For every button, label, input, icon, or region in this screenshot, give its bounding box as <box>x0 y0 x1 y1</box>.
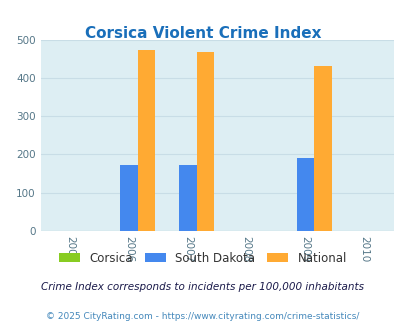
Bar <box>313 66 331 231</box>
Text: © 2025 CityRating.com - https://www.cityrating.com/crime-statistics/: © 2025 CityRating.com - https://www.city… <box>46 312 359 321</box>
Text: Crime Index corresponds to incidents per 100,000 inhabitants: Crime Index corresponds to incidents per… <box>41 282 364 292</box>
Bar <box>179 165 196 231</box>
Bar <box>296 158 313 231</box>
Text: Corsica Violent Crime Index: Corsica Violent Crime Index <box>85 26 320 41</box>
Bar <box>137 50 155 231</box>
Bar <box>196 52 214 231</box>
Bar <box>120 165 137 231</box>
Legend: Corsica, South Dakota, National: Corsica, South Dakota, National <box>54 247 351 269</box>
